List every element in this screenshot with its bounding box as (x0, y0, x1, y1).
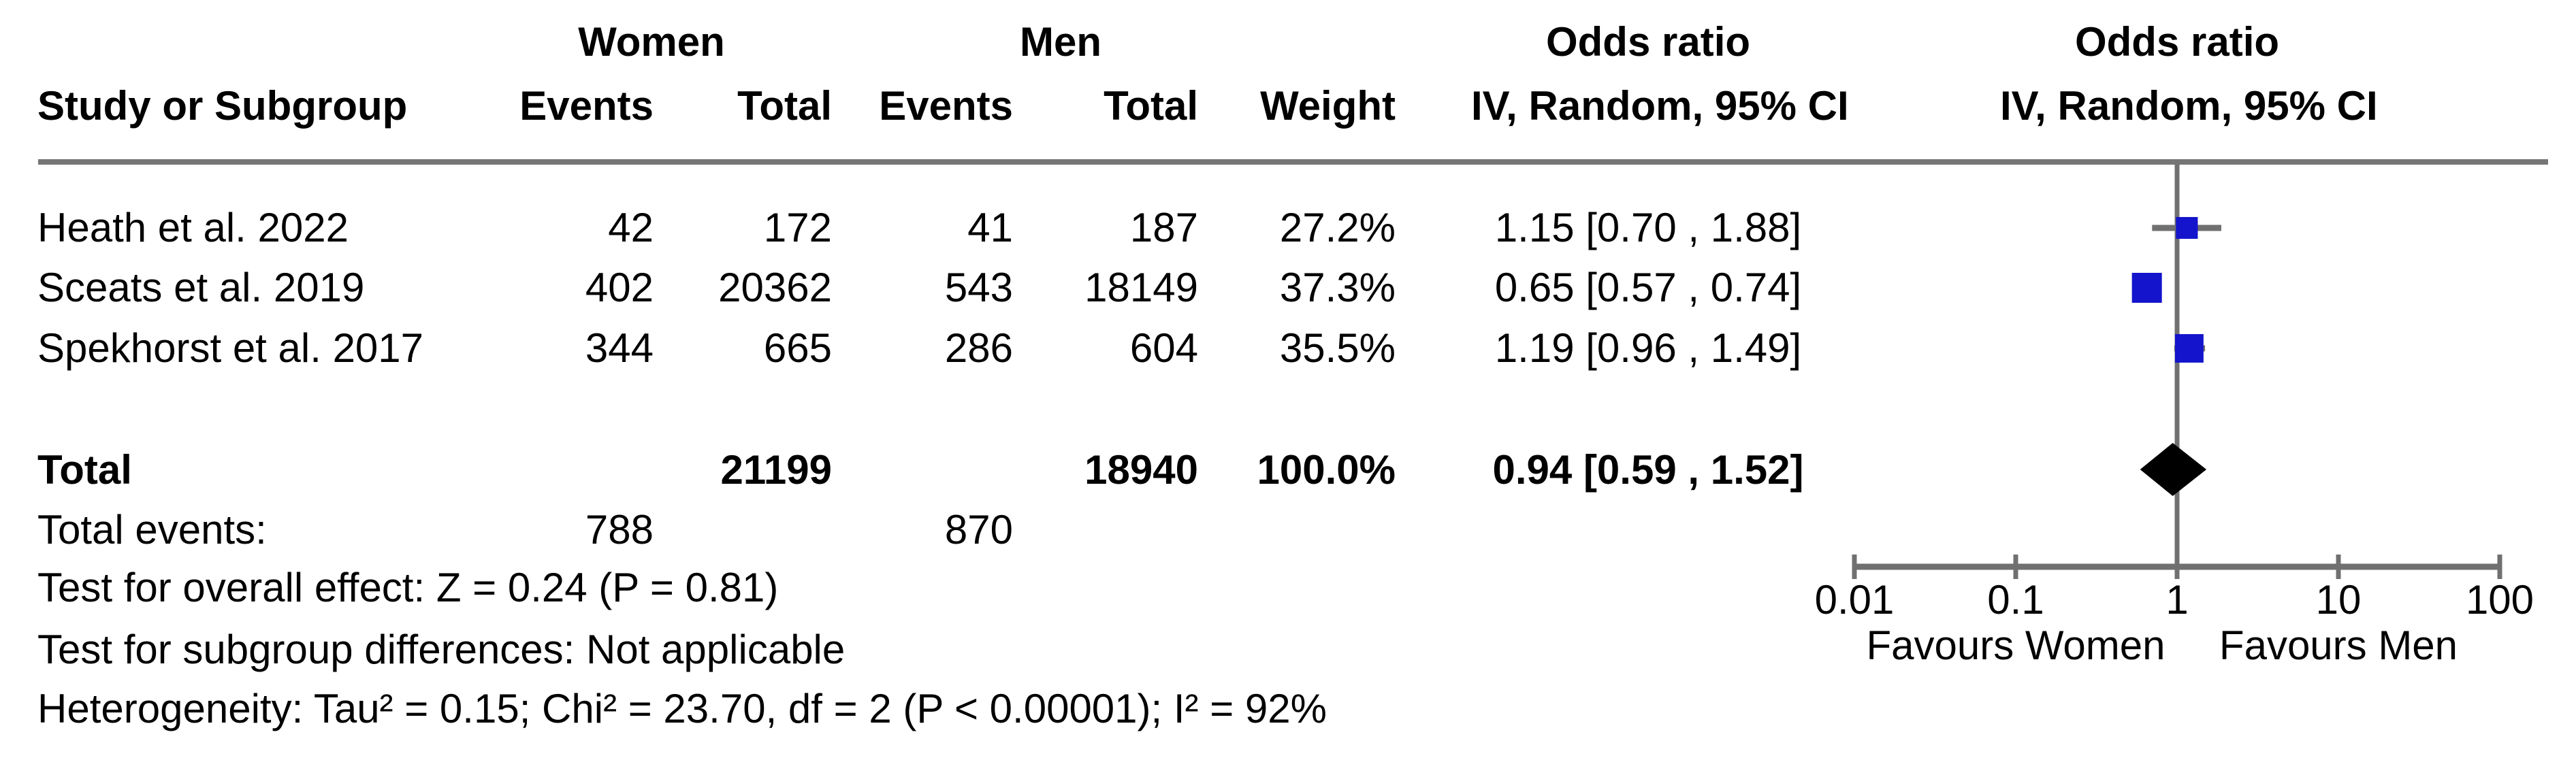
or-text-column-title: Odds ratio (1545, 19, 1751, 65)
col-header-women-total: Total (737, 83, 832, 129)
or-ci-value: 1.15 [0.70 , 1.88] (1494, 205, 1802, 250)
total-events-women: 788 (585, 507, 654, 552)
men-total-value: 187 (1129, 205, 1198, 250)
or-ci-value: 1.19 [0.96 , 1.49] (1494, 325, 1802, 371)
women-events-value: 344 (585, 325, 654, 371)
col-header-study: Study or Subgroup (37, 83, 408, 129)
total-men-total: 18940 (1084, 447, 1198, 493)
study-marker-square (2131, 272, 2162, 303)
col-header-or-ci-plot: IV, Random, 95% CI (2000, 83, 2378, 129)
col-group-men: Men (1020, 19, 1101, 65)
men-total-value: 18149 (1084, 265, 1198, 310)
test-subgroup-differences-text: Test for subgroup differences: Not appli… (37, 627, 846, 672)
men-events-value: 543 (944, 265, 1013, 310)
study-name: Heath et al. 2022 (37, 205, 349, 250)
col-group-women: Women (578, 19, 725, 65)
total-label: Total (37, 447, 132, 493)
women-events-value: 402 (585, 265, 654, 310)
weight-value: 37.3% (1279, 265, 1396, 310)
total-weight: 100.0% (1257, 447, 1396, 493)
total-diamond (2140, 443, 2207, 496)
col-header-men-total: Total (1104, 83, 1198, 129)
x-axis-tick-label: 0.01 (1815, 577, 1895, 623)
study-marker-square (2174, 334, 2204, 363)
or-plot-column-title: Odds ratio (2074, 19, 2280, 65)
x-axis-tick-label: 1 (2166, 577, 2188, 623)
women-events-value: 42 (608, 205, 654, 250)
x-axis-tick-label: 100 (2466, 577, 2534, 623)
total-or-ci: 0.94 [0.59 , 1.52] (1492, 447, 1804, 493)
study-name: Spekhorst et al. 2017 (37, 325, 424, 371)
test-overall-effect-text: Test for overall effect: Z = 0.24 (P = 0… (37, 565, 779, 610)
weight-value: 35.5% (1279, 325, 1396, 371)
men-total-value: 604 (1129, 325, 1198, 371)
x-axis-tick-label: 0.1 (1987, 577, 2044, 623)
total-events-label: Total events: (37, 507, 267, 552)
favours-right-label: Favours Men (2219, 623, 2458, 668)
favours-left-label: Favours Women (1866, 623, 2165, 668)
x-axis-tick-label: 10 (2316, 577, 2362, 623)
heterogeneity-text: Heterogeneity: Tau² = 0.15; Chi² = 23.70… (37, 686, 1327, 731)
total-women-total: 21199 (720, 447, 832, 493)
study-name: Sceats et al. 2019 (37, 265, 365, 310)
header-separator-line (38, 159, 2548, 165)
men-events-value: 286 (944, 325, 1013, 371)
women-total-value: 665 (763, 325, 832, 371)
women-total-value: 20362 (718, 265, 832, 310)
col-header-women-events: Events (519, 83, 654, 129)
col-header-weight: Weight (1260, 83, 1396, 129)
or-ci-value: 0.65 [0.57 , 0.74] (1494, 265, 1802, 310)
men-events-value: 41 (967, 205, 1013, 250)
col-header-or-ci: IV, Random, 95% CI (1471, 83, 1849, 129)
study-marker-square (2176, 216, 2198, 239)
col-header-men-events: Events (879, 83, 1013, 129)
total-events-men: 870 (944, 507, 1013, 552)
women-total-value: 172 (763, 205, 832, 250)
weight-value: 27.2% (1279, 205, 1396, 250)
